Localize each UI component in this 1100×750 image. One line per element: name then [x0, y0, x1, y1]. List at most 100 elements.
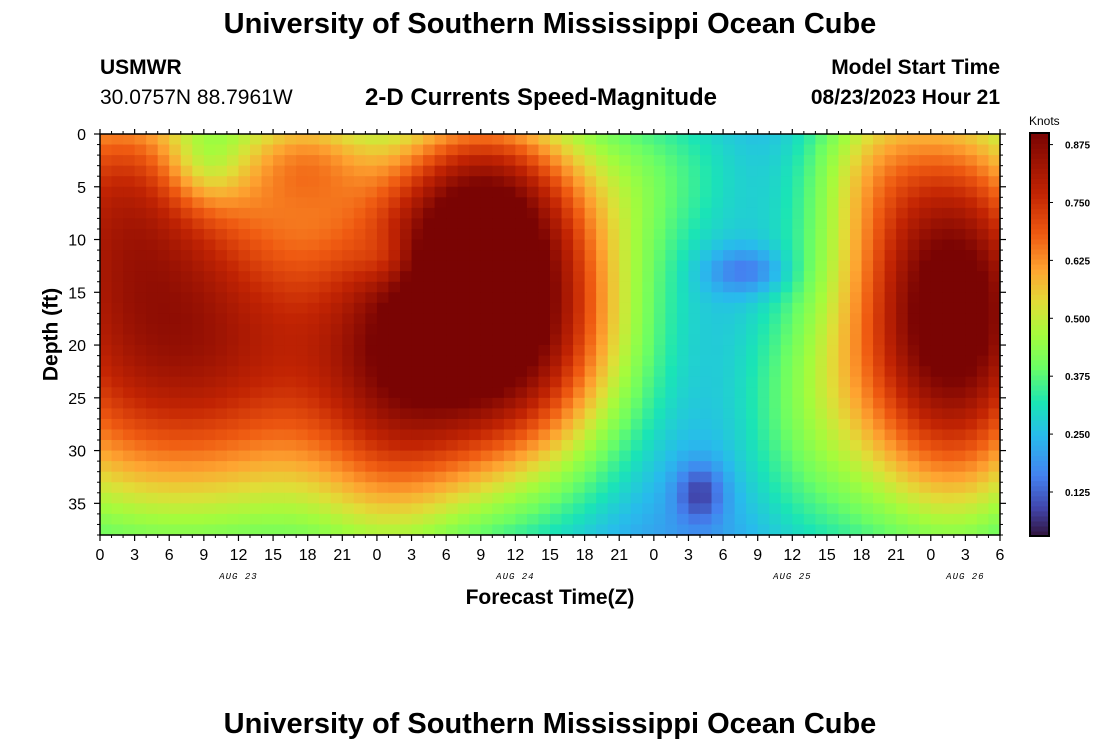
- heatmap-cell: [203, 429, 216, 441]
- heatmap-cell: [653, 366, 666, 378]
- heatmap-cell: [884, 239, 897, 251]
- x-tick-label: 21: [610, 547, 628, 564]
- heatmap-cell: [976, 218, 990, 230]
- heatmap-cell: [826, 345, 840, 357]
- heatmap-cell: [769, 429, 782, 441]
- heatmap-cell: [861, 503, 874, 515]
- heatmap-cell: [388, 345, 401, 357]
- heatmap-cell: [630, 355, 643, 367]
- heatmap-cell: [757, 513, 770, 526]
- heatmap-cell: [780, 408, 793, 420]
- heatmap-cell: [261, 345, 274, 357]
- heatmap-cell: [873, 376, 886, 388]
- heatmap-cell: [930, 323, 943, 336]
- heatmap-cell: [515, 323, 528, 336]
- heatmap-cell: [953, 450, 966, 462]
- heatmap-cell: [226, 355, 240, 367]
- heatmap-cell: [896, 471, 909, 483]
- x-axis-label: Forecast Time(Z): [466, 586, 635, 609]
- heatmap-cell: [365, 408, 378, 420]
- heatmap-cell: [192, 218, 205, 230]
- heatmap-cell: [700, 524, 713, 536]
- heatmap-cell: [976, 334, 990, 346]
- heatmap-cell: [826, 176, 840, 188]
- heatmap-cell: [330, 134, 343, 146]
- heatmap-cell: [746, 197, 759, 209]
- x-tick-label: 12: [783, 547, 801, 564]
- heatmap-cell: [653, 334, 666, 346]
- heatmap-cell: [180, 471, 193, 483]
- heatmap-cell: [134, 345, 147, 357]
- heatmap-cell: [815, 186, 828, 198]
- heatmap-cell: [665, 482, 678, 494]
- heatmap-cell: [180, 482, 193, 494]
- heatmap-cell: [203, 281, 216, 293]
- heatmap-cell: [976, 323, 990, 336]
- heatmap-cell: [561, 524, 574, 536]
- heatmap-cell: [376, 440, 390, 452]
- heatmap-cell: [850, 218, 863, 230]
- chart-subtitle: 2-D Currents Speed-Magnitude: [365, 84, 718, 111]
- heatmap-cell: [988, 513, 1001, 526]
- heatmap-cell: [826, 461, 840, 473]
- heatmap-cell: [411, 144, 424, 156]
- heatmap-cell: [550, 239, 563, 251]
- heatmap-cell: [319, 313, 332, 325]
- heatmap-cell: [538, 471, 551, 483]
- heatmap-cell: [376, 165, 390, 177]
- heatmap-cell: [411, 176, 424, 188]
- heatmap-cell: [376, 302, 390, 314]
- heatmap-cell: [965, 461, 978, 473]
- heatmap-cell: [515, 313, 528, 325]
- heatmap-cell: [180, 461, 193, 473]
- heatmap-cell: [226, 134, 240, 146]
- heatmap-cell: [273, 155, 286, 167]
- heatmap-cell: [238, 260, 251, 272]
- heatmap-cell: [388, 218, 401, 230]
- heatmap-cell: [134, 144, 147, 156]
- heatmap-cell: [146, 524, 159, 536]
- heatmap-cell: [780, 281, 793, 293]
- heatmap-cell: [215, 207, 228, 220]
- heatmap-cell: [134, 387, 147, 399]
- heatmap-cell: [342, 228, 355, 241]
- heatmap-cell: [169, 323, 182, 336]
- heatmap-cell: [469, 450, 482, 462]
- heatmap-cell: [100, 397, 113, 409]
- heatmap-cell: [596, 218, 609, 230]
- heatmap-cell: [596, 345, 609, 357]
- heatmap-cell: [192, 186, 205, 198]
- heatmap-cell: [157, 492, 170, 504]
- heatmap-cell: [365, 345, 378, 357]
- heatmap-cell: [330, 144, 343, 156]
- heatmap-cell: [653, 218, 666, 230]
- x-tick-label: 21: [333, 547, 351, 564]
- heatmap-cell: [353, 260, 366, 272]
- heatmap-cell: [746, 207, 759, 220]
- heatmap-cell: [550, 271, 563, 283]
- heatmap-cell: [757, 376, 770, 388]
- heatmap-cell: [676, 408, 690, 420]
- heatmap-cell: [838, 450, 851, 462]
- heatmap-cell: [988, 429, 1001, 441]
- heatmap-cell: [342, 260, 355, 272]
- heatmap-cell: [815, 429, 828, 441]
- heatmap-cell: [792, 228, 805, 241]
- colorbar: Knots 0.8750.7500.6250.5000.3750.2500.12…: [1029, 114, 1090, 537]
- heatmap-cell: [711, 408, 724, 420]
- heatmap-cell: [503, 492, 516, 504]
- heatmap-cell: [873, 250, 886, 262]
- heatmap-cell: [873, 429, 886, 441]
- heatmap-cell: [780, 239, 793, 251]
- heatmap-cell: [457, 186, 470, 198]
- colorbar-segment: [1030, 279, 1049, 285]
- heatmap-cell: [250, 313, 263, 325]
- heatmap-cell: [665, 313, 678, 325]
- heatmap-cell: [100, 440, 113, 452]
- heatmap-cell: [503, 513, 516, 526]
- heatmap-cell: [642, 281, 655, 293]
- heatmap-cell: [342, 176, 355, 188]
- heatmap-cell: [838, 218, 851, 230]
- heatmap-cell: [226, 366, 240, 378]
- heatmap-cell: [457, 461, 470, 473]
